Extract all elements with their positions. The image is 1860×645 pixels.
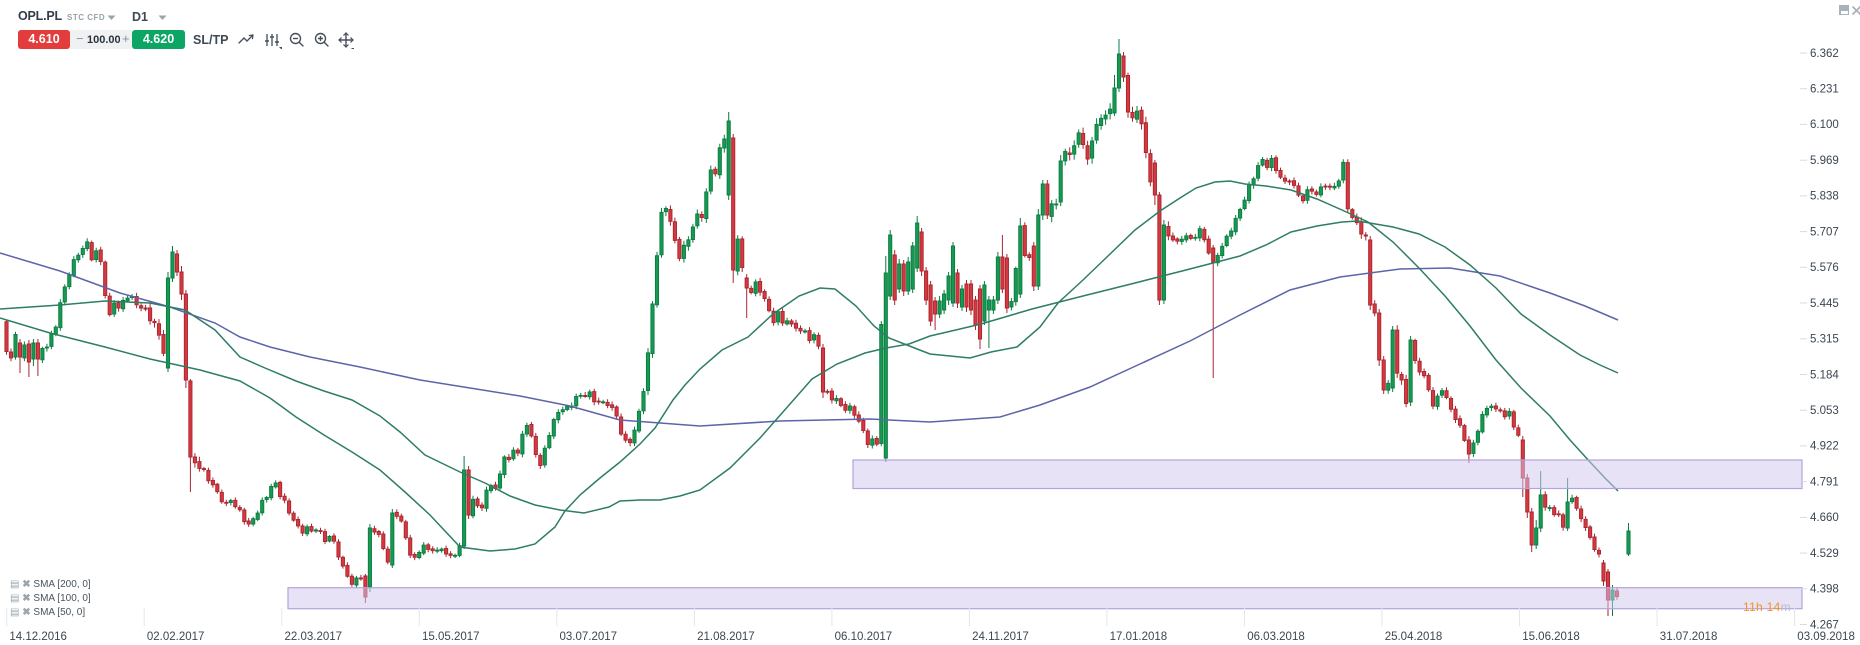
- svg-text:06.10.2017: 06.10.2017: [835, 631, 893, 643]
- svg-text:5.838: 5.838: [1810, 191, 1839, 203]
- svg-text:5.445: 5.445: [1810, 298, 1839, 310]
- svg-text:6.362: 6.362: [1810, 48, 1839, 60]
- svg-text:14.12.2016: 14.12.2016: [9, 631, 67, 643]
- svg-text:4.398: 4.398: [1810, 584, 1839, 596]
- svg-text:22.03.2017: 22.03.2017: [285, 631, 343, 643]
- svg-text:5.969: 5.969: [1810, 155, 1839, 167]
- svg-text:4.922: 4.922: [1810, 441, 1839, 453]
- svg-text:4.791: 4.791: [1810, 476, 1839, 488]
- svg-text:31.07.2018: 31.07.2018: [1660, 631, 1718, 643]
- svg-text:5.576: 5.576: [1810, 262, 1839, 274]
- svg-text:4.529: 4.529: [1810, 548, 1839, 560]
- svg-text:17.01.2018: 17.01.2018: [1110, 631, 1168, 643]
- svg-text:25.04.2018: 25.04.2018: [1385, 631, 1443, 643]
- svg-text:15.06.2018: 15.06.2018: [1522, 631, 1580, 643]
- svg-text:24.11.2017: 24.11.2017: [972, 631, 1029, 643]
- svg-text:03.07.2017: 03.07.2017: [560, 631, 618, 643]
- svg-text:4.660: 4.660: [1810, 512, 1839, 524]
- svg-text:5.053: 5.053: [1810, 405, 1839, 417]
- svg-text:5.707: 5.707: [1810, 226, 1839, 238]
- svg-text:4.267: 4.267: [1810, 619, 1839, 631]
- svg-text:5.184: 5.184: [1810, 369, 1839, 381]
- svg-text:6.231: 6.231: [1810, 84, 1839, 96]
- svg-text:06.03.2018: 06.03.2018: [1247, 631, 1305, 643]
- svg-text:21.08.2017: 21.08.2017: [697, 631, 755, 643]
- svg-text:02.02.2017: 02.02.2017: [147, 631, 205, 643]
- svg-text:03.09.2018: 03.09.2018: [1797, 631, 1855, 643]
- svg-text:6.100: 6.100: [1810, 119, 1839, 131]
- svg-text:15.05.2017: 15.05.2017: [422, 631, 480, 643]
- svg-text:5.315: 5.315: [1810, 334, 1839, 346]
